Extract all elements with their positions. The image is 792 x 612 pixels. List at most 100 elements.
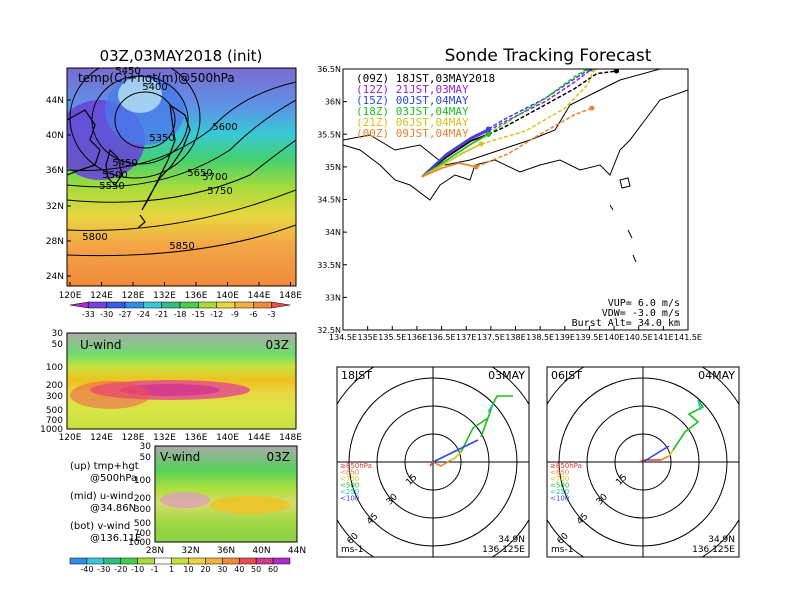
wind-colorbar-cell	[272, 557, 291, 565]
track-line-descent	[488, 70, 617, 135]
track-lon-label: 139.5E	[575, 333, 603, 342]
track-lat-label: 36.5N	[317, 65, 341, 74]
track-legend-entry: (09Z) 18JST,03MAY2018	[356, 72, 495, 85]
temp-colorbar-label: -3	[268, 310, 276, 319]
uwind-lon-label: 148E	[279, 433, 302, 443]
hodograph-date: 03MAY	[488, 369, 525, 382]
uwind-lon-label: 140E	[216, 433, 239, 443]
wind-colorbar-cell	[137, 557, 155, 565]
temp-colorbar-label: -30	[100, 310, 113, 319]
lon-tick-label: 120E	[59, 291, 82, 301]
track-burst-point	[485, 131, 491, 137]
vwind-p-label: 200	[134, 494, 151, 504]
contour-label: 5600	[212, 122, 237, 133]
map-contour-labels: 5450540053505600545055005550565057005750…	[82, 66, 237, 252]
track-line-ascent	[421, 133, 489, 178]
map-title: 03Z,03MAY2018 (init)	[100, 47, 263, 65]
hodograph-trace	[672, 399, 705, 451]
track-lon-label: 139E	[555, 333, 575, 342]
uwind-lon-label: 128E	[122, 433, 145, 443]
wind-colorbar-label: -1	[151, 565, 159, 574]
track-lat-label: 33N	[325, 293, 341, 302]
temp-colorbar-label: -15	[192, 310, 205, 319]
wind-colorbar-label: 1	[169, 565, 174, 574]
temp-colorbar-cell	[253, 301, 272, 309]
contour-label: 5850	[169, 241, 194, 252]
track-line-descent	[488, 69, 593, 132]
wind-colorbar-label: 60	[268, 565, 278, 574]
wind-colorbar-label: -10	[131, 565, 144, 574]
lat-tick-label: 44N	[46, 96, 64, 106]
temp-colorbar-cell	[88, 301, 107, 309]
uwind-p-label: 50	[52, 340, 64, 350]
track-lon-label: 138.5E	[526, 333, 554, 342]
legend-note-title: (bot) v-wind	[70, 521, 130, 532]
uwind-lon-label: 124E	[90, 433, 113, 443]
track-lat-label: 34.5N	[317, 196, 341, 205]
wind-colorbar-cell	[120, 557, 138, 565]
track-line-descent	[488, 69, 590, 130]
uwind-time: 03Z	[266, 338, 290, 352]
map-lat-axis: 44N 40N 36N 32N 28N 24N	[46, 96, 71, 282]
track-lon-label: 136E	[407, 333, 427, 342]
wind-colorbar-cell	[238, 557, 257, 565]
hodograph-trace	[450, 451, 462, 461]
vwind-lat-label: 32N	[181, 546, 199, 556]
hodograph-time: 18JST	[341, 369, 372, 382]
temp-colorbar-label: -21	[155, 310, 168, 319]
uwind-lon-axis: 120E 124E 128E 132E 136E 140E 144E 148E	[59, 433, 303, 443]
legend-note-sub: @34.86N	[90, 503, 136, 514]
hodograph-lat: 34.9N	[708, 535, 735, 545]
hodograph-rings	[337, 367, 529, 557]
hodograph-level-label: <100	[550, 495, 569, 503]
temp-colorbar-cell	[234, 301, 254, 309]
track-legend-entry: (00Z) 09JST,04MAY	[356, 127, 469, 140]
vwind-lat-label: 28N	[146, 546, 164, 556]
temp-colorbar-label: -33	[82, 310, 95, 319]
track-lon-label: 141E	[653, 333, 673, 342]
vwind-field	[155, 446, 297, 542]
vwind-p-label: 500	[134, 519, 151, 529]
track-legend-entry: (12Z) 21JST,03MAY	[356, 83, 469, 96]
hodograph-trace	[432, 439, 479, 463]
hodograph-level-label: <850	[550, 469, 569, 477]
hodograph-level-label: <850	[340, 469, 359, 477]
temp-colorbar-cap	[271, 301, 291, 309]
temp-colorbar-label: -9	[231, 310, 239, 319]
wind-colorbar-label: -30	[97, 565, 110, 574]
track-line-descent	[480, 69, 596, 145]
track-legend-entry: (21Z) 06JST,04MAY	[356, 116, 469, 129]
uwind-lon-label: 132E	[153, 433, 176, 443]
wind-colorbar-cell	[154, 557, 172, 565]
hodograph-trace	[642, 445, 670, 463]
track-lon-label: 135.5E	[378, 333, 406, 342]
map-lon-axis: 120E 124E 128E 132E 136E 140E 144E 148E	[59, 282, 302, 301]
hodograph-lat: 34.9N	[498, 535, 525, 545]
contour-label: 5500	[102, 170, 127, 181]
track-lon-label: 134.5E	[329, 333, 357, 342]
hodograph-rings	[547, 367, 739, 557]
legend-note-title: (up) tmp+hgt	[70, 461, 139, 472]
wind-colorbar-cell	[222, 557, 240, 565]
uwind-lon-label: 144E	[248, 433, 271, 443]
contour-label: 5450	[115, 66, 140, 77]
track-line-ascent	[421, 162, 477, 178]
vwind-lat-label: 40N	[252, 546, 270, 556]
hodograph-level-label: <250	[550, 488, 569, 496]
temp-colorbar-cell	[143, 301, 162, 309]
wind-colorbar-cell	[86, 557, 105, 565]
hodograph-trace	[487, 403, 494, 413]
hodograph-trace	[668, 449, 674, 457]
hodograph-lon: 136.125E	[482, 545, 525, 555]
vwind-time: 03Z	[267, 450, 291, 464]
contour-label: 5350	[149, 133, 174, 144]
temp-colorbar-label: -18	[173, 310, 186, 319]
temp-colorbar-cell	[198, 301, 217, 309]
contour-label: 5650	[187, 168, 212, 179]
track-legend: (09Z) 18JST,03MAY2018(12Z) 21JST,03MAY(1…	[356, 72, 495, 140]
temp-colorbar-cell	[124, 301, 144, 309]
